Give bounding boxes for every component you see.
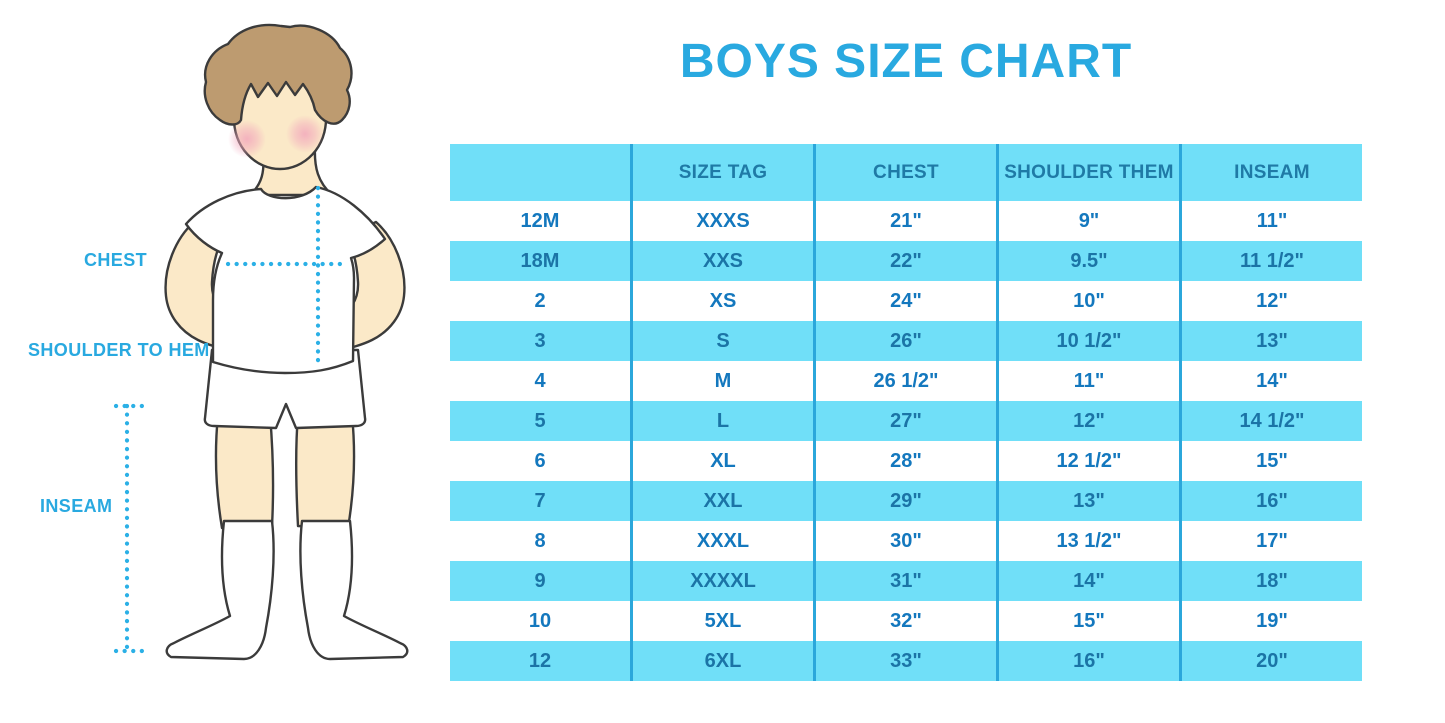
shoulder-to-hem-label: SHOULDER TO HEM [28,340,210,360]
table-row: 5 L 27" 12" 14 1/2" [450,401,1362,441]
header-cell: CHEST [816,144,999,201]
table-row: 10 5XL 32" 15" 19" [450,601,1362,641]
table-row: 2 XS 24" 10" 12" [450,281,1362,321]
header-cell: SIZE TAG [633,144,816,201]
table-cell: 11" [1256,210,1288,232]
table-cell: 24" [816,281,999,321]
table-cell: 14 1/2" [1239,410,1305,432]
table-cell: 7 [450,481,633,521]
inseam-label: INSEAM [40,496,113,516]
table-cell: 12 1/2" [999,441,1182,481]
table-row: 12 6XL 33" 16" 20" [450,641,1362,681]
table-cell: 26 1/2" [816,361,999,401]
table-cell: 13 1/2" [999,521,1182,561]
table-cell: 9.5" [999,241,1182,281]
boy-left-leg [214,413,275,530]
table-cell: 10 1/2" [999,321,1182,361]
table-cell: 13" [1256,330,1288,352]
table-row: 7 XXL 29" 13" 16" [450,481,1362,521]
table-cell: 22" [816,241,999,281]
table-row: 6 XL 28" 12 1/2" 15" [450,441,1362,481]
table-cell: L [633,401,816,441]
table-cell: 29" [816,481,999,521]
table-cell: 28" [816,441,999,481]
boy-figure-drawing [113,23,409,661]
table-cell: 30" [816,521,999,561]
table-cell: XXXXL [633,561,816,601]
table-cell: 14" [999,561,1182,601]
table-cell: 26" [816,321,999,361]
table-cell: 19" [1256,610,1288,632]
table-cell: 12M [450,201,633,241]
header-cell: INSEAM [1234,162,1310,183]
table-row: 3 S 26" 10 1/2" 13" [450,321,1362,361]
table-cell: 13" [999,481,1182,521]
table-cell: XL [633,441,816,481]
table-cell: 5 [450,401,633,441]
table-row: 18M XXS 22" 9.5" 11 1/2" [450,241,1362,281]
table-cell: 4 [450,361,633,401]
table-cell: 14" [1256,370,1288,392]
table-cell: 2 [450,281,633,321]
boy-right-blush [286,115,324,153]
table-cell: 27" [816,401,999,441]
table-row: 8 XXXL 30" 13 1/2" 17" [450,521,1362,561]
table-cell: 12" [999,401,1182,441]
table-cell: XXS [633,241,816,281]
table-cell: 33" [816,641,999,681]
table-cell: 9" [999,201,1182,241]
table-cell: 8 [450,521,633,561]
table-cell: 11 1/2" [1240,250,1304,272]
table-cell: 5XL [633,601,816,641]
table-body: 12M XXXS 21" 9" 11" 18M XXS 22" 9.5" 11 1/2" 2 XS 24… [450,201,1362,681]
header-cell-empty [450,144,633,201]
table-cell: XXL [633,481,816,521]
table-cell: 6XL [633,641,816,681]
table-row: 9 XXXXL 31" 14" 18" [450,561,1362,601]
boy-left-sock [165,519,275,661]
table-cell: 18" [1256,570,1288,592]
size-table: SIZE TAG CHEST SHOULDER THEM INSEAM 12M XXXS… [450,144,1362,681]
boy-left-blush [228,120,266,158]
table-cell: 9 [450,561,633,601]
table-cell: 15" [1256,450,1288,472]
table-cell: 16" [1256,490,1288,512]
table-cell: 11" [999,361,1182,401]
table-cell: 6 [450,441,633,481]
table-cell: 32" [816,601,999,641]
table-cell: 10 [450,601,633,641]
boy-right-sock [299,519,409,661]
table-cell: 21" [816,201,999,241]
boy-measurement-diagram: CHEST SHOULDER TO HEM INSEAM [0,0,450,723]
table-cell: 15" [999,601,1182,641]
boy-hair [203,23,353,126]
table-header-row: SIZE TAG CHEST SHOULDER THEM INSEAM [450,144,1362,201]
table-cell: XXXL [633,521,816,561]
chest-label: CHEST [84,250,148,270]
table-cell: 10" [999,281,1182,321]
table-row: 4 M 26 1/2" 11" 14" [450,361,1362,401]
boy-right-leg [294,413,356,530]
page-title: BOYS SIZE CHART [679,35,1133,88]
table-cell: 31" [816,561,999,601]
header-cell: SHOULDER THEM [999,144,1182,201]
table-cell: 18M [450,241,633,281]
table-cell: XXXS [633,201,816,241]
table-cell: 3 [450,321,633,361]
table-row: 12M XXXS 21" 9" 11" [450,201,1362,241]
table-cell: XS [633,281,816,321]
table-cell: M [633,361,816,401]
table-cell: 20" [1256,650,1288,672]
table-cell: 12 [450,641,633,681]
table-cell: S [633,321,816,361]
boy-tshirt [184,185,387,375]
table-cell: 12" [1256,290,1288,312]
table-cell: 17" [1256,530,1288,552]
table-cell: 16" [999,641,1182,681]
